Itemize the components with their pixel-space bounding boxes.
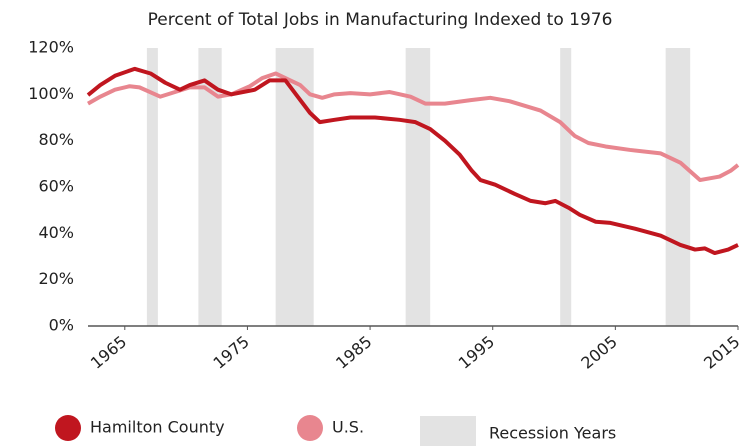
- legend-label: U.S.: [332, 418, 364, 437]
- x-tick-label: 1995: [455, 332, 498, 373]
- y-tick-label: 60%: [38, 177, 74, 196]
- legend-label: Recession Years: [489, 424, 616, 443]
- chart-title: Percent of Total Jobs in Manufacturing I…: [148, 10, 613, 30]
- recession-band: [560, 48, 572, 326]
- recession-band: [665, 48, 691, 326]
- recession-band: [405, 48, 431, 326]
- legend-swatch: [55, 415, 81, 441]
- y-tick-label: 120%: [28, 38, 74, 57]
- x-tick-label: 1975: [209, 332, 252, 373]
- legend-swatch: [420, 416, 476, 446]
- x-tick-label: 2015: [700, 332, 743, 373]
- series-line: [86, 66, 739, 256]
- x-tick-label: 1965: [87, 332, 130, 373]
- legend-label: Hamilton County: [90, 418, 225, 437]
- y-tick-label: 80%: [38, 130, 74, 149]
- x-tick-label: 1985: [332, 332, 375, 373]
- y-tick-label: 100%: [28, 84, 74, 103]
- x-tick-label: 2005: [577, 332, 620, 373]
- legend-swatch: [297, 415, 323, 441]
- recession-band: [146, 48, 158, 326]
- y-tick-label: 20%: [38, 269, 74, 288]
- recession-band: [198, 48, 222, 326]
- y-tick-label: 0%: [49, 316, 74, 335]
- y-tick-label: 40%: [38, 223, 74, 242]
